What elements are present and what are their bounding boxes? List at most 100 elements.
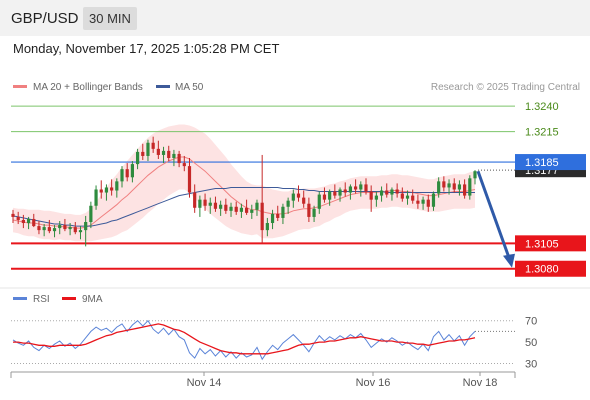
candle-body [198,199,202,208]
candle-body [52,228,57,232]
candle-body [213,202,218,209]
x-tick-label: Nov 18 [463,377,498,389]
candle-body [58,225,62,229]
forecast-arrow-head [503,253,515,268]
candle-body [120,169,124,182]
candle-body [42,227,46,231]
candle-body [343,189,347,193]
candle-body [182,163,186,167]
candle-body [239,207,244,212]
resistance-label-1.3240: 1.3240 [525,101,559,113]
candle-body [130,164,134,178]
candle-body [374,195,378,200]
forecast-arrow-shaft [476,170,511,259]
rsi-ma-legend-label: 9MA [82,294,103,305]
candle-body [442,181,446,188]
support-label-1.3080: 1.3080 [525,264,559,276]
candle-body [135,151,140,165]
candle-body [270,213,275,224]
resistance-label-1.3215: 1.3215 [525,127,559,139]
pivot-label-1.3185: 1.3185 [525,157,559,169]
candle-body [203,199,207,206]
candle-body [291,193,295,201]
candle-body [63,225,67,230]
candle-body [296,193,301,198]
candle-body [348,186,353,193]
candle-body [94,189,98,206]
datetime-label: Monday, November 17, 2025 1:05:28 PM CET [13,41,280,56]
support-label-box-1.3105 [515,235,586,252]
candle-body [21,219,25,224]
candle-body [338,189,342,196]
candle-body [115,181,119,191]
rsi-legend-label: RSI [33,294,50,305]
candle-body [229,206,233,211]
candle-body [364,184,368,192]
candle-body [250,209,254,213]
candle-body [99,189,103,193]
ma20-legend-swatch [13,85,27,88]
candle-body [224,204,228,211]
candle-body [411,195,415,201]
ma50-legend-label: MA 50 [175,82,204,93]
pivot-label-box-1.3185 [515,154,586,171]
candle-body [457,184,462,190]
candle-body [400,193,404,199]
candle-body [16,216,20,220]
rsi-ma-legend-swatch [62,297,76,300]
candle-body [390,189,394,195]
candle-body [172,153,176,158]
candle-body [421,199,425,204]
candle-body [302,197,306,204]
rsi-tick-50: 50 [525,337,537,349]
candle-body [354,186,358,190]
candle-body [37,226,41,231]
ma20-legend-label: MA 20 + Bollinger Bands [33,82,143,93]
candle-body [125,169,129,178]
candle-body [219,204,223,209]
candle-body [78,230,83,233]
candle-body [187,166,192,193]
candle-body [47,227,51,232]
x-tick-label: Nov 16 [356,377,391,389]
candle-body [405,195,410,199]
header-bar: GBP/USD 30 MIN [0,0,590,36]
timeframe-button[interactable]: 30 MIN [83,7,137,30]
candle-body [437,181,441,194]
candle-body [177,153,181,164]
candle-body [328,191,332,200]
candle-body [167,150,171,158]
candle-body [208,202,212,206]
candle-body [416,200,420,204]
candle-body [73,227,77,233]
credit-label: Research © 2025 Trading Central [431,82,580,93]
candle-body [156,148,160,155]
candle-body [281,206,285,218]
candle-body [32,218,36,227]
rsi-tick-70: 70 [525,316,537,328]
candle-body [447,183,451,188]
candle-body [322,194,327,200]
candle-body [161,150,166,155]
candle-body [265,223,269,231]
candle-body [286,200,290,207]
candle-body [193,192,197,208]
candle-body [359,184,363,190]
candle-body [395,189,399,194]
symbol-label: GBP/USD [11,10,79,27]
candle-body [260,202,264,231]
candle-body [244,207,249,213]
candle-body [385,190,389,195]
candle-body [452,183,456,190]
candle-body [317,194,321,209]
candle-body [276,213,280,218]
candle-body [89,205,93,223]
candle-body [369,191,373,200]
candle-body [312,208,316,217]
candle-body [234,206,238,212]
support-label-1.3105: 1.3105 [525,238,559,250]
candle-body [426,199,430,207]
candle-body [141,151,145,156]
candle-body [255,202,259,210]
